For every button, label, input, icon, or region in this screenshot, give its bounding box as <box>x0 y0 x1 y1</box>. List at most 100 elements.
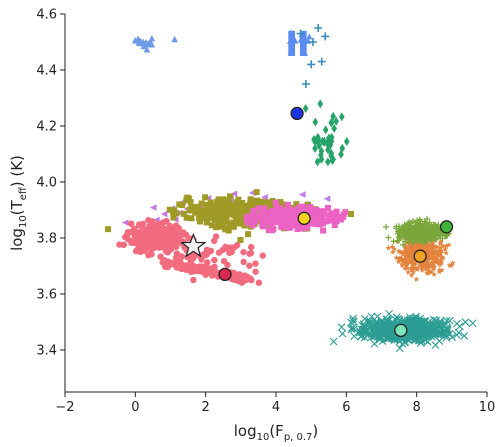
star-point <box>419 267 425 273</box>
star-point <box>417 262 423 268</box>
diamond-point <box>331 124 338 134</box>
y-tick-label: 4.2 <box>36 120 57 135</box>
circle-point <box>154 221 161 228</box>
triangle-point <box>298 191 306 198</box>
circle-point <box>139 241 146 248</box>
star-point <box>446 262 453 268</box>
square-point <box>337 216 344 223</box>
diamond-point <box>339 112 345 122</box>
x-point <box>382 315 391 324</box>
square-point <box>222 225 229 232</box>
diamond-point <box>333 116 340 126</box>
square-point <box>237 237 244 244</box>
square-point <box>226 200 233 207</box>
triangle-point <box>297 36 304 43</box>
x-point <box>436 318 445 327</box>
plus-point <box>317 57 326 66</box>
x-point <box>454 328 463 337</box>
diamond-point <box>302 104 309 114</box>
square-point <box>246 214 253 221</box>
star-point <box>403 262 409 268</box>
data-marks <box>105 24 477 353</box>
triangle-point <box>302 49 309 56</box>
square-point <box>266 215 273 222</box>
plus-point <box>296 29 305 38</box>
square-point <box>192 206 199 213</box>
plus-point <box>314 24 323 32</box>
x-point <box>409 314 417 323</box>
circle-point <box>252 260 259 267</box>
triangle-point <box>121 219 129 226</box>
diamond-point <box>328 132 335 142</box>
triangle-point <box>131 36 139 44</box>
circle-point <box>173 228 181 235</box>
square-point <box>316 221 323 228</box>
x-point <box>387 329 396 338</box>
x-point <box>398 339 407 348</box>
square-point <box>260 217 267 224</box>
square-point <box>285 219 292 226</box>
star-point <box>450 260 456 266</box>
circle-point <box>247 249 255 257</box>
diamond-point <box>318 154 325 164</box>
diamond-point <box>325 157 331 167</box>
star-point <box>396 248 402 254</box>
diamond-point <box>328 117 335 127</box>
star-point <box>398 254 404 260</box>
diamond-point <box>338 149 344 159</box>
plus-point <box>414 217 421 224</box>
star-point <box>446 242 452 248</box>
square-point <box>220 199 227 206</box>
square-point <box>223 212 230 219</box>
star-point <box>415 242 422 249</box>
square-point <box>296 204 303 211</box>
square-point <box>203 219 210 226</box>
x-point <box>431 341 440 349</box>
band-point <box>299 30 307 56</box>
plus-point <box>424 215 431 222</box>
circle-point <box>167 237 174 244</box>
star-point <box>433 258 440 264</box>
square-point <box>323 218 330 225</box>
plus-point <box>407 231 414 238</box>
square-point <box>306 220 313 227</box>
square-point <box>259 221 266 228</box>
circle-point <box>206 268 214 275</box>
circle-point <box>157 253 164 260</box>
star-point <box>412 261 418 267</box>
triangle-point <box>160 210 168 218</box>
star-point <box>423 261 430 267</box>
circle-point <box>241 274 248 281</box>
star-point <box>442 246 449 252</box>
star-point <box>404 249 410 255</box>
plus-point <box>383 223 390 230</box>
square-point <box>192 209 199 216</box>
reference-star-marker <box>180 232 207 258</box>
triangle-point <box>286 38 293 45</box>
square-point <box>285 211 292 218</box>
star-point <box>431 254 438 260</box>
star-point <box>402 244 409 250</box>
star-point <box>390 249 396 255</box>
square-point <box>230 219 237 226</box>
star-point <box>431 271 437 277</box>
series-12 <box>383 215 452 248</box>
star-point <box>428 259 435 265</box>
y-tick-label: 4.6 <box>36 8 57 23</box>
x-point <box>423 337 432 346</box>
x-point <box>347 325 356 334</box>
square-point <box>238 210 245 217</box>
square-point <box>291 222 298 229</box>
square-point <box>227 193 234 200</box>
square-point <box>196 207 203 214</box>
square-point <box>189 204 196 211</box>
star-point <box>429 245 435 251</box>
star-point <box>428 269 435 275</box>
x-point <box>460 332 469 340</box>
triangle-point <box>287 48 294 55</box>
square-point <box>316 215 323 222</box>
square-point <box>255 212 262 219</box>
square-point <box>304 223 311 230</box>
x-tick-label: 10 <box>479 400 496 415</box>
